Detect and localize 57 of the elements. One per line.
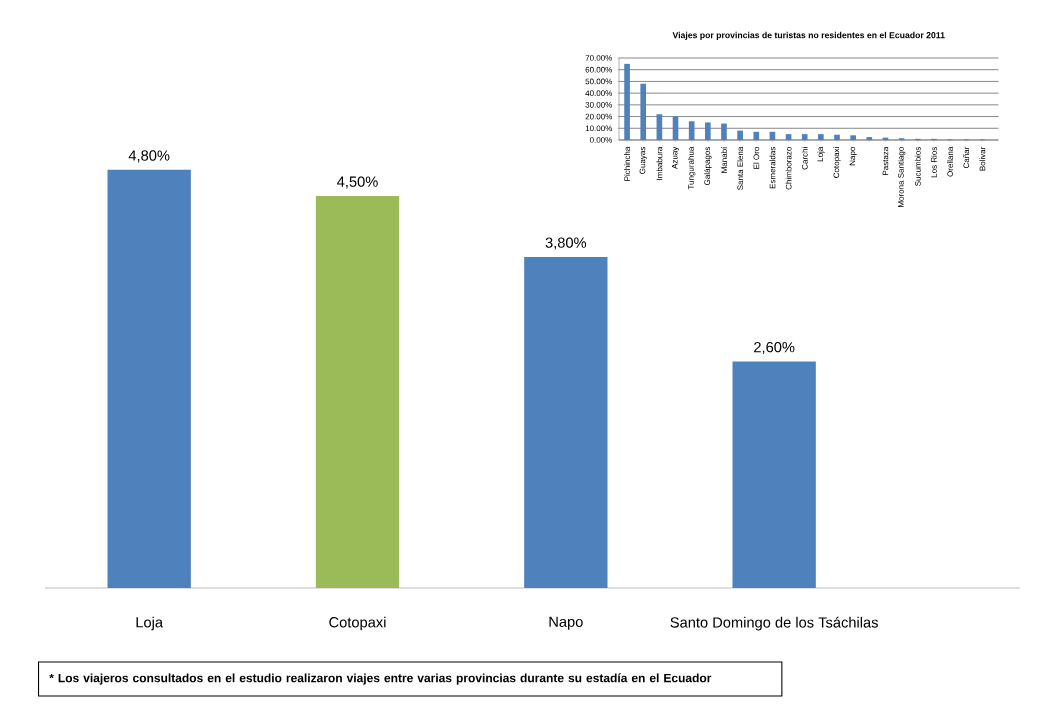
bar [753, 131, 760, 140]
bar [834, 134, 840, 140]
bar [737, 130, 743, 140]
x-tick-label: Napo [549, 616, 583, 630]
x-tick-label: Loja [136, 616, 164, 631]
x-tick-label: Chimborazo [785, 147, 792, 190]
x-tick-label: Manabí [720, 146, 727, 173]
bar [818, 134, 824, 140]
data-label: 2,60% [754, 341, 795, 355]
x-tick-label: Santo Domingo de los Tsáchilas [670, 616, 878, 631]
x-tick-label: El Oro [753, 147, 760, 169]
x-tick-label: Carchi [801, 147, 808, 170]
bar [732, 361, 816, 588]
x-tick-label: Orellana [947, 146, 953, 177]
x-tick-label: Santa Elena [737, 146, 744, 190]
y-tick-label: 40.00% [585, 90, 613, 96]
x-tick-label: Guayas [639, 146, 647, 174]
x-tick-label: Imbabura [656, 146, 663, 180]
bar [850, 135, 856, 140]
x-tick-label: Bolivar [979, 146, 986, 171]
bar [107, 169, 191, 588]
bar [640, 83, 647, 140]
x-tick-label: Cotopaxi [833, 147, 841, 178]
x-tick-label: Azuay [671, 146, 680, 169]
y-tick-label: 60.00% [585, 66, 613, 73]
data-label: 4,80% [128, 150, 170, 163]
y-tick-label: 70.00% [585, 55, 613, 61]
bar [704, 122, 711, 140]
y-tick-label: 0.00% [589, 137, 613, 143]
x-tick-label: Cañar [963, 146, 970, 169]
bar [866, 137, 873, 140]
x-tick-label: Napo [849, 147, 857, 166]
data-label: 4,50% [337, 176, 378, 189]
x-tick-label: Loja [817, 146, 825, 162]
bar [315, 195, 400, 588]
x-tick-label: Tungurahua [687, 146, 696, 190]
bar [524, 256, 608, 588]
data-label: 3,80% [545, 237, 587, 250]
y-tick-label: 30.00% [585, 102, 613, 108]
bar [624, 63, 630, 140]
x-tick-label: Esmeraldas [769, 146, 776, 189]
bar [688, 121, 695, 140]
y-tick-label: 20.00% [585, 113, 613, 120]
x-tick-label: Galápagos [704, 146, 712, 185]
x-tick-label: Pichincha [624, 146, 631, 181]
x-tick-label: Cotopaxi [329, 616, 386, 631]
y-tick-label: 50.00% [585, 78, 613, 85]
x-tick-label: Morona Santiago [897, 147, 906, 207]
x-tick-label: Los Rios [930, 146, 937, 178]
text: * Los viajeros consultados en el estudio realizaron viajes entre varias provincias durante su estadía en el Ecuador [49, 673, 712, 685]
y-tick-label: 10.00% [585, 125, 613, 132]
bar [801, 134, 808, 140]
x-tick-label: Pastaza [882, 146, 889, 175]
bar [785, 134, 792, 140]
bar [721, 123, 727, 140]
x-tick-label: Sucumbios [914, 146, 921, 186]
chart-title: Viajes por provincias de turistas no residentes en el Ecuador 2011 [672, 31, 945, 40]
